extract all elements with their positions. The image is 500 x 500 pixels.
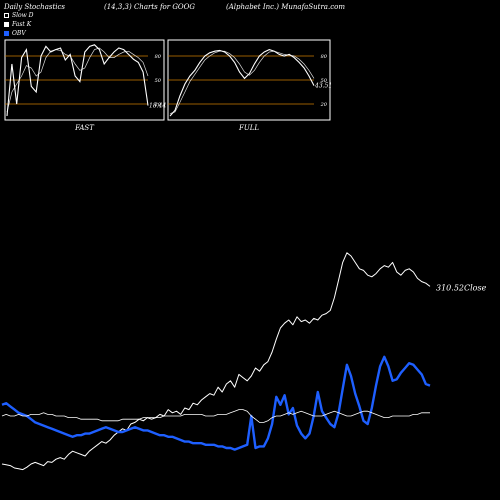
legend-swatch-fast-k — [4, 22, 9, 27]
fast-series-fast-k — [6, 44, 149, 117]
legend-item-slow-d: Slow D — [4, 12, 34, 19]
legend-label-slow-d: Slow D — [12, 12, 34, 19]
legend-swatch-slow-d — [4, 13, 9, 18]
fast-last-value-label: 18.44 — [149, 103, 166, 110]
fast-tick-label: 20 — [154, 102, 162, 108]
full-series-full-k — [169, 49, 315, 117]
chart-title: Daily Stochastics — [4, 3, 66, 11]
fast-tick-label: 50 — [155, 78, 162, 84]
chart-source: (Alphabet Inc.) MunafaSutra.com — [226, 3, 345, 11]
main-series-obv — [1, 355, 431, 451]
fast-series-slow-d — [6, 47, 149, 113]
fast-panel-label: FAST — [74, 124, 95, 132]
legend-item-obv: OBV — [4, 30, 26, 37]
main-series-slow-d — [1, 409, 430, 423]
main-series-close — [1, 252, 431, 471]
fast-tick-label: 80 — [155, 54, 162, 60]
legend-swatch-obv — [4, 31, 9, 36]
legend-label-fast-k: Fast K — [12, 21, 32, 28]
full-tick-label: 20 — [320, 102, 328, 108]
legend-item-fast-k: Fast K — [4, 21, 31, 28]
chart-subtitle: (14,3,3) Charts for GOOG — [104, 3, 196, 11]
legend-label-obv: OBV — [12, 30, 26, 37]
full-last-value-label: 43.51 — [314, 83, 332, 90]
full-tick-label: 80 — [321, 54, 328, 60]
close-value-label: 310.52Close — [436, 283, 487, 292]
full-panel-label: FULL — [238, 124, 259, 132]
full-series-full-d — [169, 50, 315, 114]
full-tick-label: 50 — [321, 78, 328, 84]
